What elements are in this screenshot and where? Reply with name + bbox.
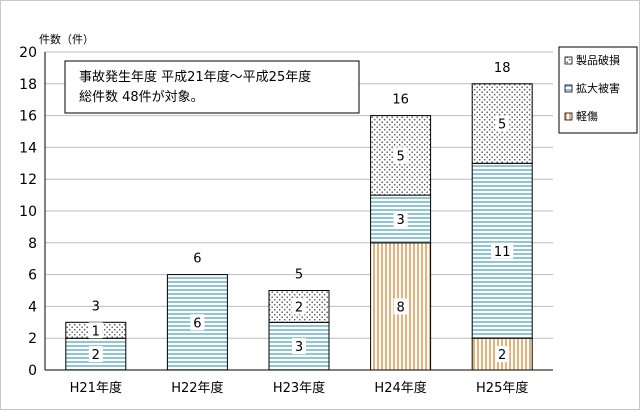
data-label-bg [393, 298, 408, 315]
data-label: 8 [396, 300, 404, 315]
x-tick-label: H24年度 [374, 380, 426, 396]
data-label: 3 [295, 340, 303, 355]
legend-label-product-damage: 製品破損 [576, 53, 620, 67]
legend-label-spread-damage: 拡大被害 [576, 81, 620, 95]
data-label-bg [491, 242, 514, 259]
data-label-bg [292, 298, 306, 315]
y-tick-label: 14 [19, 140, 37, 156]
total-label: 3 [92, 299, 100, 314]
y-tick-label: 16 [19, 109, 37, 125]
x-tick-label: H21年度 [70, 380, 122, 396]
data-label-bg [495, 115, 510, 132]
data-label: 2 [295, 300, 303, 315]
legend-swatch-minor-injury [564, 112, 573, 121]
data-label: 5 [498, 118, 506, 133]
y-tick-label: 18 [19, 77, 37, 93]
data-label: 6 [193, 316, 201, 331]
annotation-box-border [64, 60, 360, 114]
legend-label-minor-injury: 軽傷 [576, 109, 598, 123]
x-tick-label: H22年度 [171, 380, 223, 396]
data-label: 2 [92, 348, 100, 363]
y-tick-label: 10 [19, 204, 37, 220]
data-label: 11 [494, 245, 511, 260]
total-label: 16 [392, 93, 409, 108]
data-label-bg [88, 346, 103, 363]
annotation-line-1: 事故発生年度 平成21年度～平成25年度 [79, 69, 311, 85]
total-label: 18 [494, 61, 511, 76]
y-tick-label: 6 [28, 268, 37, 284]
data-label-bg [393, 147, 408, 164]
data-label-bg [495, 346, 510, 363]
y-tick-label: 20 [19, 45, 37, 61]
data-label-bg [292, 338, 306, 355]
data-label-bg [88, 322, 103, 339]
y-axis-unit-label: 件数（件） [39, 33, 94, 46]
data-label: 5 [396, 149, 404, 164]
data-label: 3 [396, 213, 404, 228]
y-tick-label: 12 [19, 172, 37, 188]
y-tick-label: 2 [28, 331, 37, 347]
annotation-line-2: 総件数 48件が対象。 [79, 90, 204, 105]
data-label: 1 [92, 324, 100, 339]
y-tick-label: 0 [28, 363, 37, 379]
annotation-box: 事故発生年度 平成21年度～平成25年度 総件数 48件が対象。 [64, 60, 360, 114]
bars [65, 83, 533, 371]
x-tick-label: H25年度 [476, 380, 528, 396]
legend-swatch-product-damage [564, 56, 573, 65]
legend: 製品破損 拡大被害 軽傷 [558, 46, 638, 134]
total-label: 6 [193, 252, 201, 267]
total-label: 5 [295, 268, 303, 283]
data-label-bg [190, 314, 205, 331]
y-tick-label: 4 [28, 299, 37, 315]
data-label: 2 [498, 348, 506, 363]
legend-swatch-spread-damage [564, 84, 573, 93]
y-tick-label: 8 [28, 236, 37, 252]
data-labels: 2 1 3 6 6 3 2 5 8 3 5 16 2 11 5 18 [88, 61, 514, 363]
x-tick-label: H23年度 [273, 380, 325, 396]
data-label-bg [393, 210, 408, 227]
